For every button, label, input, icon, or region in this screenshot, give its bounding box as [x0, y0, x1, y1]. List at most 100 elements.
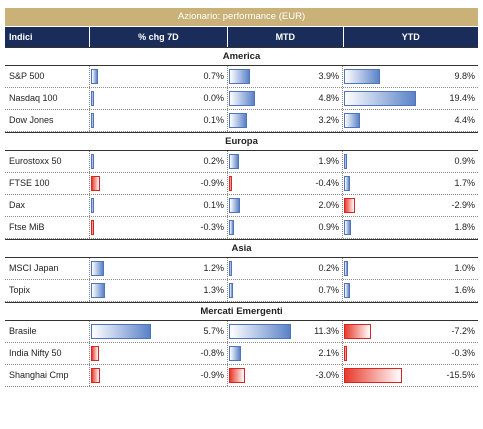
header-mtd: MTD: [228, 27, 344, 47]
positive-bar: [229, 154, 239, 169]
positive-bar: [91, 324, 151, 339]
value-cell: -15.5%: [343, 365, 478, 386]
table-body: America S&P 500 0.7% 3.9% 9.8% Nasdaq 100 0.0%…: [5, 47, 478, 387]
positive-bar: [91, 113, 94, 128]
table-row: Ftse MiB -0.3% 0.9% 1.8%: [5, 217, 478, 239]
value-cell: 0.1%: [90, 110, 228, 131]
negative-bar: [91, 346, 99, 361]
value-cell: 0.2%: [228, 258, 343, 279]
index-name: Brasile: [5, 321, 90, 342]
positive-bar: [91, 91, 94, 106]
value-cell: 4.8%: [228, 88, 343, 109]
value-cell: 4.4%: [343, 110, 478, 131]
positive-bar: [344, 91, 416, 106]
value-label: -2.9%: [451, 200, 475, 210]
positive-bar: [344, 283, 350, 298]
positive-bar: [91, 198, 94, 213]
value-label: -7.2%: [451, 326, 475, 336]
positive-bar: [91, 283, 105, 298]
negative-bar: [91, 368, 100, 383]
value-cell: 2.0%: [228, 195, 343, 216]
table-row: Eurostoxx 50 0.2% 1.9% 0.9%: [5, 151, 478, 173]
table-row: FTSE 100 -0.9% -0.4% 1.7%: [5, 173, 478, 195]
index-name: FTSE 100: [5, 173, 90, 194]
value-cell: 1.3%: [90, 280, 228, 301]
positive-bar: [229, 91, 255, 106]
value-label: -0.9%: [200, 178, 224, 188]
value-label: 11.3%: [314, 326, 339, 336]
value-cell: 2.1%: [228, 343, 343, 364]
negative-bar: [344, 368, 402, 383]
index-name: Ftse MiB: [5, 217, 90, 238]
negative-bar: [344, 324, 371, 339]
value-label: 2.0%: [318, 200, 339, 210]
positive-bar: [229, 220, 234, 235]
value-label: 1.6%: [454, 285, 475, 295]
value-label: -0.3%: [451, 348, 475, 358]
index-name: Topix: [5, 280, 90, 301]
value-cell: 9.8%: [343, 66, 478, 87]
value-label: 1.2%: [203, 263, 224, 273]
positive-bar: [229, 261, 232, 276]
positive-bar: [91, 261, 104, 276]
value-cell: -0.8%: [90, 343, 228, 364]
value-label: 0.7%: [203, 71, 224, 81]
value-label: 2.1%: [318, 348, 339, 358]
value-cell: -7.2%: [343, 321, 478, 342]
negative-bar: [229, 176, 232, 191]
header-chg-7d: % chg 7D: [90, 27, 229, 47]
positive-bar: [344, 69, 380, 84]
value-label: 3.2%: [318, 115, 339, 125]
positive-bar: [229, 198, 240, 213]
value-cell: -0.9%: [90, 365, 228, 386]
value-cell: 0.7%: [228, 280, 343, 301]
performance-table: Azionario: performance (EUR) Indici % ch…: [5, 8, 478, 387]
positive-bar: [91, 69, 98, 84]
value-label: 0.9%: [454, 156, 475, 166]
section-header: Asia: [5, 239, 478, 258]
positive-bar: [344, 261, 348, 276]
positive-bar: [344, 154, 347, 169]
value-cell: 1.8%: [343, 217, 478, 238]
value-label: -0.3%: [200, 222, 224, 232]
value-cell: -2.9%: [343, 195, 478, 216]
index-name: Dow Jones: [5, 110, 90, 131]
negative-bar: [344, 346, 347, 361]
positive-bar: [229, 346, 241, 361]
value-cell: -0.4%: [228, 173, 343, 194]
value-cell: -0.9%: [90, 173, 228, 194]
value-label: 9.8%: [454, 71, 475, 81]
value-label: 19.4%: [449, 93, 475, 103]
value-cell: 1.2%: [90, 258, 228, 279]
negative-bar: [344, 198, 355, 213]
value-label: 3.9%: [318, 71, 339, 81]
value-cell: 0.9%: [343, 151, 478, 172]
positive-bar: [229, 69, 250, 84]
value-label: -0.9%: [200, 370, 224, 380]
value-label: -0.4%: [315, 178, 339, 188]
value-label: -0.8%: [200, 348, 224, 358]
positive-bar: [229, 113, 247, 128]
table-row: Brasile 5.7% 11.3% -7.2%: [5, 321, 478, 343]
value-cell: 1.0%: [343, 258, 478, 279]
value-label: -3.0%: [315, 370, 339, 380]
section-header: Europa: [5, 132, 478, 151]
value-label: 4.8%: [318, 93, 339, 103]
index-name: S&P 500: [5, 66, 90, 87]
index-name: Eurostoxx 50: [5, 151, 90, 172]
value-label: 1.0%: [454, 263, 475, 273]
value-cell: 19.4%: [343, 88, 478, 109]
value-label: 0.0%: [203, 93, 224, 103]
value-cell: 5.7%: [90, 321, 228, 342]
value-cell: 0.7%: [90, 66, 228, 87]
value-cell: 3.2%: [228, 110, 343, 131]
value-cell: 0.1%: [90, 195, 228, 216]
header-ytd: YTD: [401, 32, 420, 42]
positive-bar: [344, 220, 351, 235]
table-row: MSCI Japan 1.2% 0.2% 1.0%: [5, 258, 478, 280]
value-label: 0.7%: [318, 285, 339, 295]
value-label: 0.2%: [203, 156, 224, 166]
index-name: MSCI Japan: [5, 258, 90, 279]
negative-bar: [91, 220, 94, 235]
value-label: 1.3%: [203, 285, 224, 295]
